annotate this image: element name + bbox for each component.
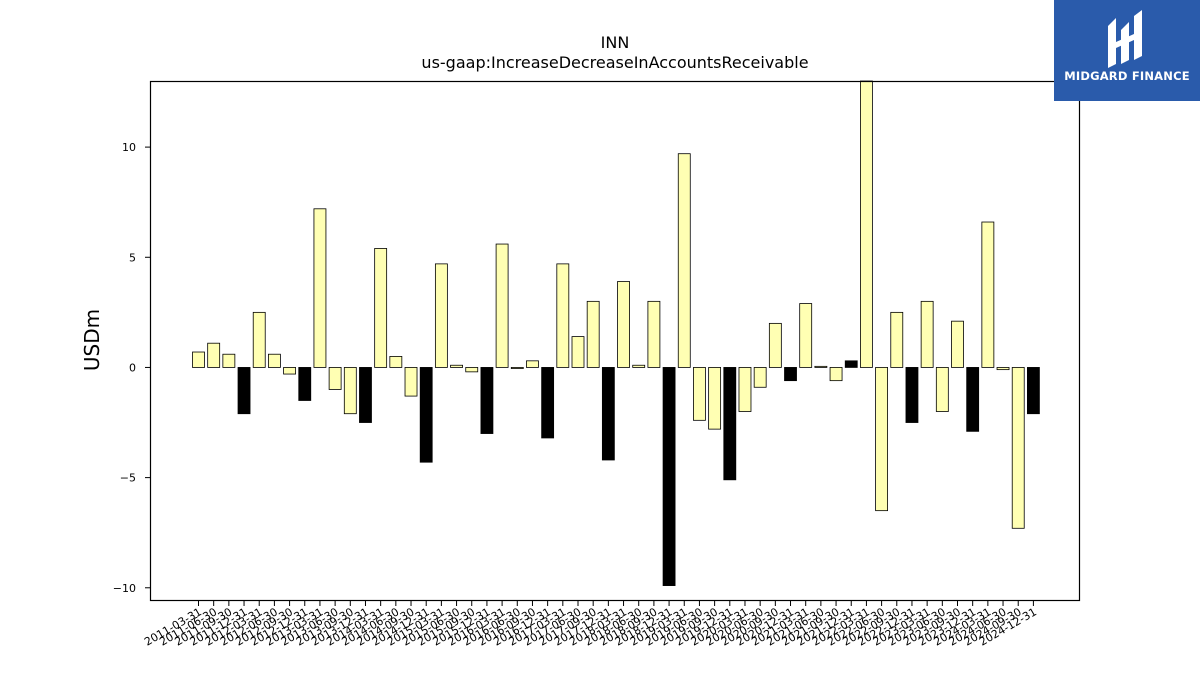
bar-2017-12-31 — [601, 367, 615, 461]
bar-2012-06-30 — [267, 353, 281, 368]
bar-2016-06-30 — [510, 367, 524, 369]
bar-2017-09-30 — [586, 300, 600, 368]
bar-2019-06-30 — [693, 367, 706, 421]
bar-2015-03-31 — [434, 263, 448, 368]
bar-2024-06-30 — [996, 367, 1010, 371]
bar-2011-09-30 — [222, 353, 236, 368]
bar-2015-06-30 — [450, 364, 463, 368]
bar-2011-12-31 — [237, 367, 251, 415]
bar-2019-12-31 — [723, 367, 737, 481]
bar-2022-06-30 — [875, 367, 888, 512]
bar-2014-12-31 — [419, 367, 433, 463]
bar-2020-12-31 — [784, 367, 797, 382]
bar-2021-06-30 — [814, 365, 828, 368]
bar-2012-03-31 — [252, 311, 266, 368]
bar-2012-09-30 — [283, 367, 296, 375]
bar-2013-06-30 — [328, 367, 342, 390]
y-tick-label-0: 0 — [129, 361, 136, 374]
bar-2016-12-31 — [541, 367, 555, 439]
bar-2024-03-31 — [981, 221, 995, 368]
bar-2017-06-30 — [571, 336, 585, 368]
bar-2019-09-30 — [708, 367, 722, 430]
chart-title: INN — [600, 33, 630, 52]
bar-2014-09-30 — [404, 367, 418, 397]
bar-2013-09-30 — [343, 367, 357, 415]
bar-2016-09-30 — [526, 360, 539, 368]
y-tick-label--5: −5 — [120, 472, 136, 485]
bar-2013-03-31 — [313, 208, 327, 368]
bar-2021-09-30 — [829, 367, 843, 382]
midgard-finance-logo: MIDGARD FINANCE — [1054, 0, 1200, 101]
bar-2020-03-31 — [738, 367, 752, 412]
y-tick-label--10: −10 — [113, 582, 136, 595]
bar-2011-06-30 — [207, 342, 221, 368]
bar-2014-06-30 — [389, 356, 403, 368]
bar-2013-12-31 — [359, 367, 372, 423]
bar-2023-03-31 — [920, 300, 934, 368]
logo-text: MIDGARD FINANCE — [1064, 69, 1190, 83]
chart-subtitle: us-gaap:IncreaseDecreaseInAccountsReceiv… — [421, 53, 809, 72]
bar-2011-03-31 — [192, 351, 205, 368]
midgard-logo-icon — [1108, 10, 1142, 68]
bar-2023-06-30 — [935, 367, 949, 412]
bar-2020-09-30 — [768, 322, 782, 368]
bar-2022-03-31 — [860, 80, 873, 368]
bar-2021-12-31 — [844, 360, 858, 368]
bar-2019-03-31 — [677, 153, 691, 368]
y-axis: −10 −5 0 5 10 — [113, 141, 150, 595]
y-axis-label: USDm — [80, 308, 104, 372]
bar-2024-12-31 — [1027, 367, 1040, 415]
plot-frame — [149, 80, 1081, 602]
bar-2014-03-31 — [374, 248, 388, 368]
bars-group — [192, 80, 1040, 586]
bar-2024-09-30 — [1011, 367, 1025, 529]
x-axis: 2011-03-312011-06-302011-09-302011-12-31… — [142, 601, 1039, 649]
bar-2015-12-31 — [480, 367, 494, 434]
y-tick-label-10: 10 — [122, 141, 136, 154]
bar-2018-06-30 — [632, 364, 646, 368]
bar-2022-12-31 — [905, 367, 919, 423]
bar-2012-12-31 — [298, 367, 312, 401]
y-tick-label-5: 5 — [129, 251, 136, 264]
bar-2023-12-31 — [966, 367, 980, 432]
bar-2022-09-30 — [890, 311, 904, 368]
bar-2021-03-31 — [799, 303, 813, 368]
bar-2018-03-31 — [617, 281, 630, 368]
bar-2015-09-30 — [465, 367, 479, 373]
bar-2023-09-30 — [951, 320, 964, 368]
bar-2018-12-31 — [662, 367, 676, 586]
bar-2016-03-31 — [495, 243, 509, 368]
bar-2018-09-30 — [647, 300, 661, 368]
bar-2017-03-31 — [556, 263, 570, 368]
bar-2020-06-30 — [753, 367, 767, 388]
